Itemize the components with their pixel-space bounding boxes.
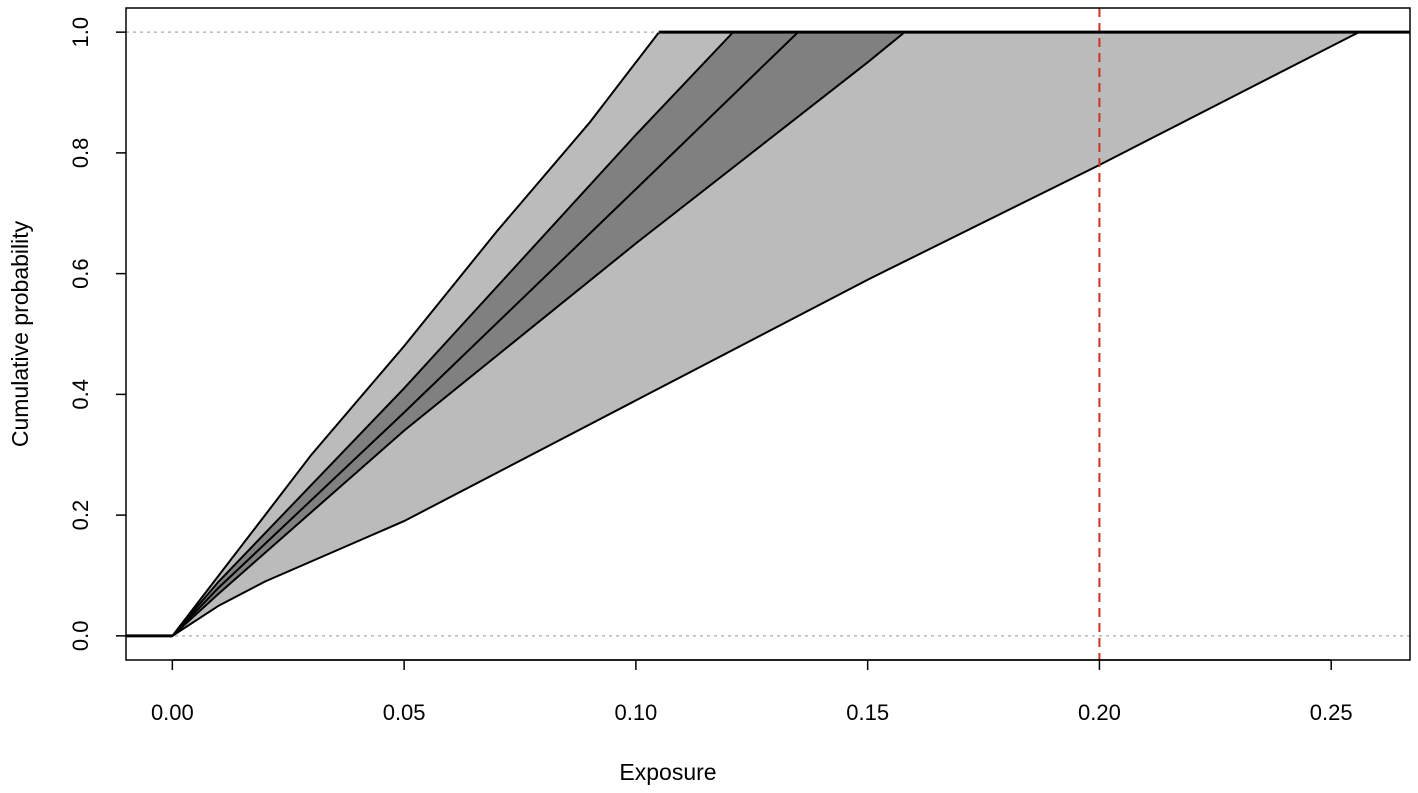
reference-lines-layer <box>126 8 1410 660</box>
x-axis-title: Exposure <box>619 759 716 785</box>
outer-band <box>126 32 1410 636</box>
x-tick-label-4: 0.20 <box>1078 700 1121 725</box>
x-tick-label-1: 0.05 <box>383 700 426 725</box>
y-tick-label-4: 0.8 <box>68 138 93 169</box>
x-tick-label-2: 0.10 <box>614 700 657 725</box>
bands-layer <box>126 31 1410 637</box>
x-axis: 0.00 0.05 0.10 0.15 0.20 0.25 <box>151 659 1353 725</box>
y-axis-title: Cumulative probability <box>7 220 33 447</box>
outer-band-lower-line <box>126 31 1410 637</box>
x-tick-label-0: 0.00 <box>151 700 194 725</box>
x-tick-label-5: 0.25 <box>1310 700 1353 725</box>
y-tick-label-0: 0.0 <box>68 621 93 652</box>
x-tick-label-3: 0.15 <box>846 700 889 725</box>
y-tick-label-1: 0.2 <box>68 500 93 531</box>
outer-band-upper-line <box>126 31 1410 637</box>
y-axis: 0.0 0.2 0.4 0.6 0.8 1.0 <box>68 17 126 651</box>
y-tick-label-2: 0.4 <box>68 379 93 410</box>
y-tick-label-3: 0.6 <box>68 258 93 289</box>
series-layer <box>126 30 1410 638</box>
y-tick-label-5: 1.0 <box>68 17 93 48</box>
